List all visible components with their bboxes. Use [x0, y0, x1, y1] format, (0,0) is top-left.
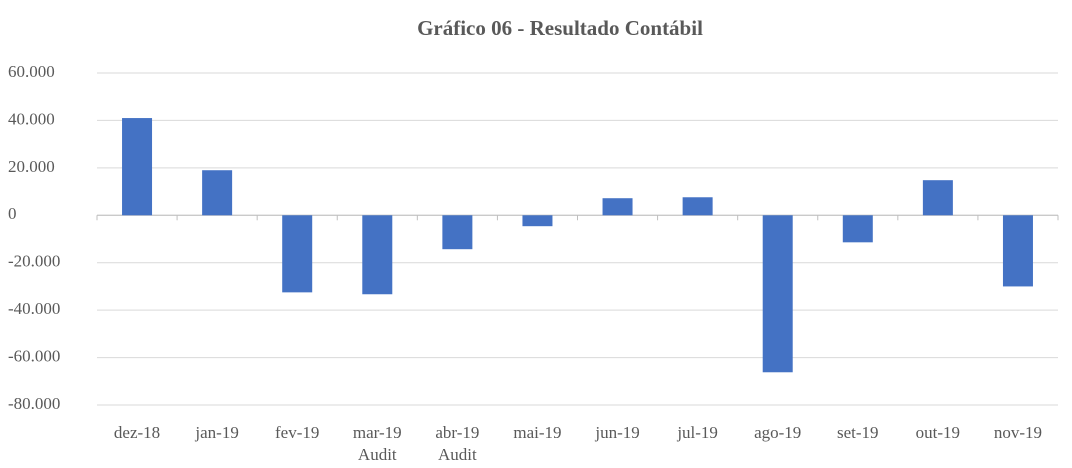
- bar: [1002, 215, 1033, 287]
- bar: [762, 215, 793, 373]
- bar: [442, 215, 473, 250]
- bar: [602, 198, 633, 216]
- x-tick-label: abr-19: [435, 423, 479, 442]
- x-tick-label: nov-19: [994, 423, 1042, 442]
- bar: [922, 180, 953, 216]
- bar: [522, 215, 553, 227]
- bar: [682, 197, 713, 216]
- bar: [362, 215, 393, 295]
- x-tick-label: dez-18: [114, 423, 160, 442]
- x-tick-label: out-19: [916, 423, 960, 442]
- bar: [202, 170, 233, 216]
- y-tick-label: 60.000: [8, 62, 55, 81]
- y-tick-label: -80.000: [8, 394, 60, 413]
- x-tick-label: mar-19: [353, 423, 402, 442]
- y-tick-label: -60.000: [8, 346, 60, 365]
- x-tick-label: Audit: [438, 445, 477, 464]
- x-tick-label: ago-19: [754, 423, 801, 442]
- chart-title: Gráfico 06 - Resultado Contábil: [417, 16, 703, 40]
- y-tick-label: 0: [8, 204, 17, 223]
- x-tick-label: set-19: [837, 423, 879, 442]
- bar: [842, 215, 873, 243]
- x-tick-label: jun-19: [594, 423, 639, 442]
- x-tick-label: Audit: [358, 445, 397, 464]
- bar: [122, 118, 153, 216]
- y-tick-label: 20.000: [8, 157, 55, 176]
- x-tick-label: fev-19: [275, 423, 319, 442]
- x-tick-label: jul-19: [676, 423, 718, 442]
- y-tick-label: -40.000: [8, 299, 60, 318]
- bar: [282, 215, 313, 293]
- x-tick-label: jan-19: [194, 423, 238, 442]
- x-tick-label: mai-19: [513, 423, 561, 442]
- y-tick-label: -20.000: [8, 252, 60, 271]
- y-tick-label: 40.000: [8, 109, 55, 128]
